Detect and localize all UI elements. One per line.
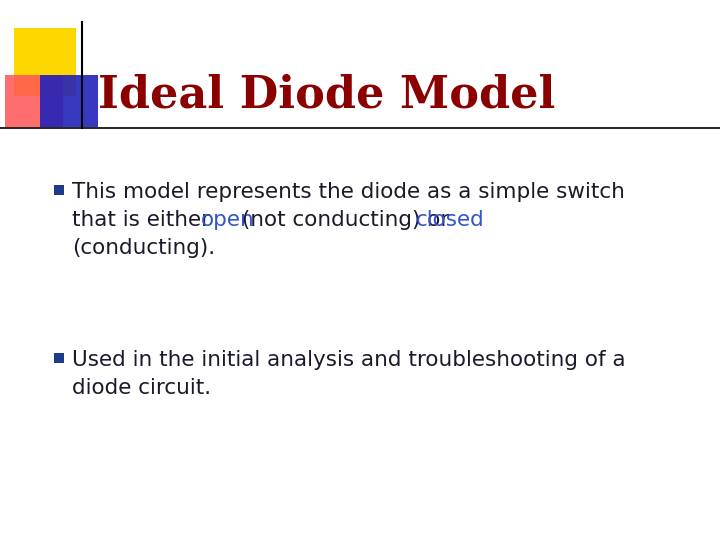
Text: (not conducting) or: (not conducting) or bbox=[235, 210, 456, 230]
Bar bbox=[40, 75, 98, 127]
Text: This model represents the diode as a simple switch: This model represents the diode as a sim… bbox=[72, 182, 625, 202]
Text: Used in the initial analysis and troubleshooting of a: Used in the initial analysis and trouble… bbox=[72, 350, 626, 370]
Text: open: open bbox=[201, 210, 255, 230]
Text: Ideal Diode Model: Ideal Diode Model bbox=[98, 73, 555, 117]
Text: diode circuit.: diode circuit. bbox=[72, 378, 211, 398]
Text: (conducting).: (conducting). bbox=[72, 238, 215, 258]
Bar bbox=[54, 353, 64, 363]
Bar bbox=[5, 75, 63, 127]
Text: that is either: that is either bbox=[72, 210, 217, 230]
Bar bbox=[54, 185, 64, 195]
Bar bbox=[14, 28, 76, 96]
Text: closed: closed bbox=[416, 210, 485, 230]
